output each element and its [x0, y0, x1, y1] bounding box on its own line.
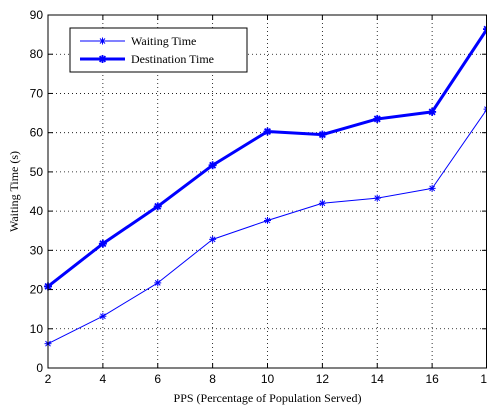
marker-stroke — [483, 25, 487, 31]
marker-stroke — [209, 161, 217, 169]
data-point-waiting-time — [373, 194, 381, 202]
data-point-destination-time — [373, 114, 382, 123]
data-point-waiting-time — [483, 105, 487, 113]
y-axis-label: Waiting Time (s) — [7, 151, 21, 232]
legend-label-destination-time: Destination Time — [131, 52, 214, 66]
data-point-waiting-time — [264, 217, 271, 225]
data-point-destination-time — [208, 161, 217, 170]
data-point-waiting-time — [99, 312, 107, 320]
marker-stroke — [319, 200, 326, 207]
y-tick-label: 50 — [30, 165, 44, 179]
x-tick-label: 4 — [100, 372, 107, 386]
marker-stroke — [99, 240, 107, 248]
x-tick-label: 14 — [371, 372, 385, 386]
marker-stroke — [483, 27, 487, 33]
y-tick-labels: 0 10 20 30 40 50 60 70 80 90 — [30, 8, 44, 375]
marker-stroke — [99, 38, 106, 44]
marker-stroke — [154, 202, 162, 210]
data-point-destination-time — [483, 25, 487, 34]
marker-stroke — [428, 108, 436, 116]
y-tick-label: 0 — [36, 361, 43, 375]
y-tick-label: 70 — [30, 86, 44, 100]
marker-stroke — [98, 55, 107, 63]
marker-stroke — [264, 217, 271, 224]
x-tick-label: 8 — [209, 372, 216, 386]
y-tick-label: 30 — [30, 243, 44, 257]
marker-stroke — [209, 236, 216, 243]
legend-box — [69, 27, 248, 73]
x-axis-label: PPS (Percentage of Population Served) — [174, 391, 362, 405]
marker-stroke — [484, 106, 487, 110]
marker-stroke — [100, 313, 106, 320]
marker-stroke — [318, 131, 326, 139]
data-point-waiting-time — [154, 279, 162, 287]
y-tick-label: 20 — [30, 283, 44, 297]
x-tick-label: 2 — [45, 372, 52, 386]
marker-stroke — [374, 195, 381, 202]
data-point-destination-time — [428, 107, 437, 116]
x-tick-label: 18 — [480, 372, 487, 386]
data-point-waiting-time — [428, 184, 436, 192]
data-point-destination-time — [318, 130, 327, 139]
legend-marker-destination-time — [98, 55, 107, 63]
y-tick-label: 60 — [30, 126, 44, 140]
x-tick-label: 16 — [425, 372, 439, 386]
x-tick-labels: 2 4 6 8 10 12 14 16 18 — [45, 372, 487, 386]
data-point-destination-time — [98, 239, 107, 248]
data-point-waiting-time — [318, 199, 326, 207]
legend-label-waiting-time: Waiting Time — [131, 34, 196, 48]
data-point-destination-time — [263, 127, 272, 136]
legend: Waiting Time Destination Time — [69, 27, 248, 73]
tick-marks — [47, 14, 487, 369]
data-point-waiting-time — [209, 235, 217, 243]
y-tick-label: 40 — [30, 204, 44, 218]
data-point-destination-time — [153, 202, 162, 211]
x-tick-label: 10 — [261, 372, 275, 386]
x-tick-label: 12 — [316, 372, 330, 386]
y-tick-label: 10 — [30, 322, 44, 336]
marker-stroke — [429, 185, 435, 192]
marker-stroke — [484, 108, 487, 113]
legend-marker-waiting-time — [99, 37, 106, 45]
marker-stroke — [373, 115, 381, 123]
series-group — [44, 25, 487, 348]
x-tick-label: 6 — [154, 372, 161, 386]
marker-stroke — [154, 280, 161, 286]
marker-stroke — [263, 127, 272, 136]
y-tick-label: 80 — [30, 47, 44, 61]
y-tick-label: 90 — [30, 8, 44, 22]
